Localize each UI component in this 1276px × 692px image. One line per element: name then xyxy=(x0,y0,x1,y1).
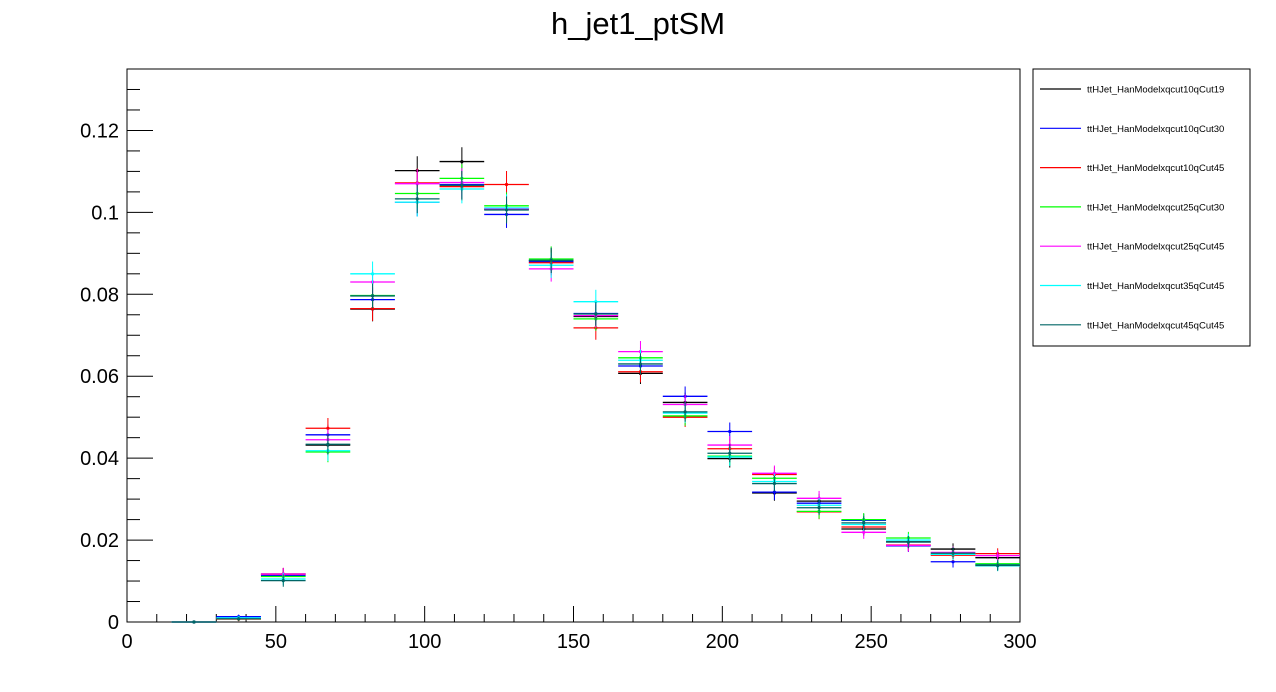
data-point xyxy=(638,362,643,366)
data-point xyxy=(772,471,777,475)
series-1 xyxy=(171,147,1020,624)
data-point xyxy=(460,183,464,187)
data-point xyxy=(370,272,375,276)
data-point xyxy=(772,481,777,486)
plot-frame xyxy=(126,68,1021,623)
data-point xyxy=(237,617,241,621)
data-point xyxy=(504,208,509,212)
y-tick-label: 0.1 xyxy=(91,202,119,224)
data-point xyxy=(370,294,375,298)
legend-label: ttHJet_HanModelxqcut45qCut45 xyxy=(1087,320,1224,331)
legend-label: ttHJet_HanModelxqcut10qCut30 xyxy=(1087,124,1224,135)
y-axis: 0 0.02 0.04 0.06 0.08 0.1 0.12 xyxy=(80,88,153,634)
y-tick-label: 0.02 xyxy=(80,530,119,552)
x-tick-label: 50 xyxy=(265,631,287,653)
legend-label: ttHJet_HanModelxqcut25qCut30 xyxy=(1087,202,1224,213)
series-2 xyxy=(171,170,1020,624)
data-point xyxy=(549,258,553,262)
data-point xyxy=(862,530,866,534)
data-point xyxy=(683,410,687,414)
x-tick-label: 200 xyxy=(706,631,739,653)
x-tick-label: 300 xyxy=(1003,631,1036,653)
data-point xyxy=(192,620,196,624)
y-tick-label: 0.04 xyxy=(80,448,119,470)
chart-title: h_jet1_ptSM xyxy=(551,6,725,41)
legend-box xyxy=(1032,68,1251,347)
legend-label: ttHJet_HanModelxqcut10qCut45 xyxy=(1087,163,1224,174)
data-point xyxy=(415,197,419,201)
x-tick-label: 150 xyxy=(557,631,590,653)
legend-label: ttHJet_HanModelxqcut10qCut19 xyxy=(1087,85,1224,96)
y-tick-label: 0.06 xyxy=(80,366,119,388)
y-tick-label: 0 xyxy=(108,612,119,634)
legend-label: ttHJet_HanModelxqcut35qCut45 xyxy=(1087,281,1224,292)
x-tick-label: 0 xyxy=(121,631,132,653)
legend-label: ttHJet_HanModelxqcut25qCut45 xyxy=(1087,242,1224,253)
x-tick-label: 100 xyxy=(408,631,441,653)
data-point xyxy=(996,563,1000,568)
data-point xyxy=(415,182,419,186)
series-4 xyxy=(171,164,1020,624)
data-point xyxy=(594,312,598,316)
series-6 xyxy=(171,174,1020,624)
data-point xyxy=(326,442,330,446)
data-point xyxy=(326,426,330,430)
x-axis: 0 50 100 150 200 250 300 xyxy=(121,606,1037,653)
data-point xyxy=(594,300,598,304)
data-point xyxy=(504,182,509,187)
legend: ttHJet_HanModelxqcut10qCut19 ttHJet_HanMo… xyxy=(1032,68,1251,347)
data-point xyxy=(728,429,732,434)
y-tick-label: 0.12 xyxy=(80,120,119,142)
series-5 xyxy=(171,168,1020,624)
series-3 xyxy=(171,168,1020,624)
data-point xyxy=(951,560,955,564)
data-point xyxy=(772,490,777,494)
y-tick-label: 0.08 xyxy=(80,284,119,306)
data-point xyxy=(728,451,732,455)
series-layer xyxy=(171,147,1020,624)
data-point xyxy=(281,579,285,583)
data-point xyxy=(906,540,910,544)
data-point xyxy=(951,551,955,555)
data-point xyxy=(460,159,464,164)
data-point xyxy=(817,506,821,510)
data-point xyxy=(996,554,1000,558)
data-point xyxy=(862,521,866,525)
series-7 xyxy=(171,170,1020,624)
data-point xyxy=(370,307,375,311)
x-tick-label: 250 xyxy=(854,631,887,653)
